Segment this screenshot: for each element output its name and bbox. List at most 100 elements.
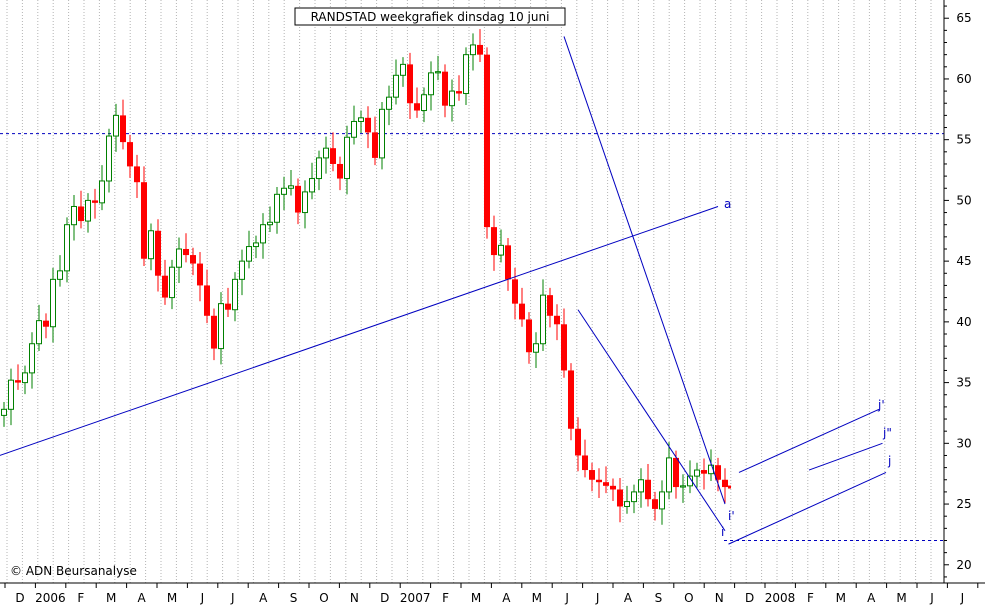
x-tick-label: J <box>929 591 934 605</box>
candle-body <box>288 185 294 189</box>
x-tick-label: 2007 <box>400 591 431 605</box>
y-tick-label: 20 <box>956 558 971 572</box>
candle-body <box>673 457 679 488</box>
candle-body <box>99 180 105 204</box>
x-tick-label: 2006 <box>35 591 66 605</box>
candle-body <box>64 224 70 272</box>
x-tick-label: O <box>684 591 693 605</box>
candle-body <box>701 470 707 474</box>
candle-body <box>715 465 721 480</box>
candle-body <box>407 64 413 104</box>
candle-body <box>484 54 490 228</box>
candle-body <box>421 94 427 112</box>
annotation-j-prime: j' <box>877 398 885 412</box>
candle-body <box>400 63 406 76</box>
x-tick-label: F <box>807 591 814 605</box>
candle-body <box>1 408 7 416</box>
chart-title: RANDSTAD weekgrafiek dinsdag 10 juni <box>311 10 550 24</box>
x-tick-label: O <box>319 591 328 605</box>
candle-body <box>610 485 616 490</box>
candle-body <box>442 71 448 106</box>
annotation-j-double-prime: j" <box>882 426 892 440</box>
candle-body <box>568 370 574 429</box>
annotation-i-prime: i' <box>728 509 735 523</box>
candle-body <box>589 470 595 480</box>
candle-body <box>561 324 567 371</box>
x-tick-label: S <box>290 591 298 605</box>
x-tick-label: M <box>532 591 542 605</box>
candle-body <box>470 44 476 56</box>
candle-body <box>666 457 672 493</box>
y-tick-label: 55 <box>956 133 971 147</box>
candle-body <box>253 242 259 248</box>
candle-body <box>351 120 357 138</box>
x-tick-label: 2008 <box>765 591 796 605</box>
trend-lines <box>0 36 887 545</box>
candle-body <box>169 266 175 299</box>
candle-body <box>365 117 371 133</box>
candle-body <box>463 54 469 95</box>
candle-body <box>393 74 399 98</box>
trend-line-upper-decline <box>563 36 726 505</box>
candle-body <box>617 489 623 507</box>
x-tick-label: J <box>230 591 235 605</box>
candle-body <box>638 479 644 493</box>
y-tick-label: 40 <box>956 315 971 329</box>
candle-body <box>540 294 546 345</box>
candle-body <box>239 260 245 280</box>
candle-body <box>687 475 693 487</box>
candle-body <box>106 135 112 182</box>
candle-body <box>449 90 455 107</box>
candle-body <box>645 479 651 500</box>
candle-body <box>414 103 420 111</box>
candle-body <box>526 319 532 353</box>
candle-body <box>379 108 385 159</box>
trend-line-lower-decline <box>577 309 726 532</box>
candle-body <box>15 380 21 383</box>
x-tick-label: J <box>595 591 600 605</box>
x-tick-label: M <box>167 591 177 605</box>
x-tick-label: A <box>867 591 876 605</box>
candle-body <box>204 285 210 316</box>
x-tick-label: M <box>896 591 906 605</box>
candle-body <box>309 178 315 193</box>
trend-line-a <box>0 206 719 456</box>
annotation-j: j <box>887 454 891 468</box>
candle-body <box>358 117 364 122</box>
candle-body <box>652 499 658 509</box>
y-tick-label: 50 <box>956 193 971 207</box>
trend-line-j <box>728 472 887 545</box>
copyright-label: © ADN Beursanalyse <box>10 564 137 578</box>
reference-levels <box>0 133 944 541</box>
y-tick-label: 30 <box>956 436 971 450</box>
candle-body <box>323 147 329 159</box>
candle-body <box>260 224 266 244</box>
candle-body <box>190 255 196 264</box>
candle-body <box>505 245 511 280</box>
x-tick-label: J <box>564 591 569 605</box>
candle-body <box>722 479 728 488</box>
x-tick-label: F <box>77 591 84 605</box>
candle-body <box>456 91 462 94</box>
y-tick-label: 25 <box>956 497 971 511</box>
annotation-i: i <box>721 525 724 539</box>
candle-body <box>435 71 441 74</box>
candle-body <box>43 320 49 327</box>
candle-body <box>85 199 91 222</box>
trend-line-j-double-prime <box>808 442 883 471</box>
candle-body <box>183 248 189 256</box>
candle-body <box>575 428 581 456</box>
candle-body <box>120 115 126 143</box>
candle-body <box>113 114 119 137</box>
x-tick-label: A <box>502 591 511 605</box>
candle-body <box>127 142 133 167</box>
candle-body <box>211 315 217 349</box>
candle-body <box>29 343 35 374</box>
candle-body <box>491 227 497 256</box>
candle-body <box>134 166 140 183</box>
candle-body <box>57 270 63 280</box>
x-tick-label: N <box>350 591 359 605</box>
candle-body <box>680 485 686 488</box>
